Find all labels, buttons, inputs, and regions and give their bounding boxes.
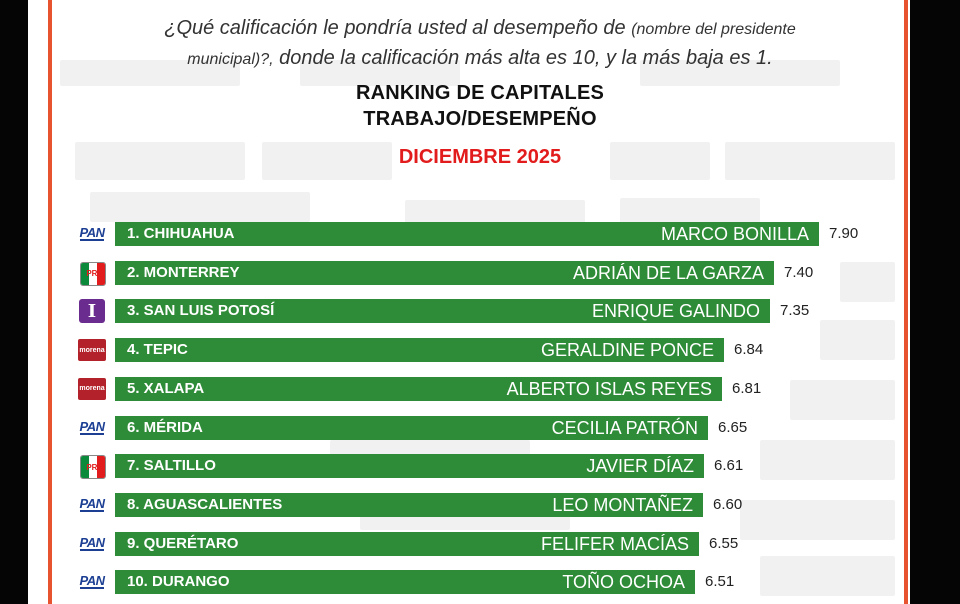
background-block — [90, 192, 310, 222]
mayor-name: FELIFER MACÍAS — [540, 533, 689, 554]
background-block — [760, 440, 895, 480]
survey-question: ¿Qué calificación le pondría usted al de… — [60, 14, 900, 74]
score-bar: 6. MÉRIDA CECILIA PATRÓN — [115, 415, 708, 440]
score-value: 6.81 — [732, 379, 762, 397]
background-block — [840, 262, 895, 302]
city-label: 6. MÉRIDA — [127, 418, 203, 436]
score-bar: 5. XALAPA ALBERTO ISLAS REYES — [115, 376, 722, 401]
mayor-name: ADRIÁN DE LA GARZA — [572, 262, 764, 283]
mayor-name: ALBERTO ISLAS REYES — [506, 378, 712, 399]
ranking-row: PRI 7. SALTILLO JAVIER DÍAZ 6.61 — [0, 453, 960, 480]
background-block — [725, 142, 895, 180]
ranking-row: PAN 9. QUERÉTARO FELIFER MACÍAS 6.55 — [0, 531, 960, 557]
background-block — [740, 500, 895, 540]
question-small1: (nombre del presidente — [631, 21, 796, 38]
city-label: 2. MONTERREY — [127, 263, 240, 281]
background-block — [640, 60, 840, 86]
background-block — [75, 142, 245, 180]
score-bar: 2. MONTERREY ADRIÁN DE LA GARZA — [115, 260, 774, 285]
score-value: 6.55 — [709, 534, 739, 552]
ranking-row: PRI 2. MONTERREY ADRIÁN DE LA GARZA 7.40 — [0, 260, 960, 286]
frame-border-left — [48, 0, 52, 604]
chart-title: RANKING DE CAPITALES — [355, 82, 605, 104]
city-label: 9. QUERÉTARO — [127, 534, 239, 552]
score-bar: 7. SALTILLO JAVIER DÍAZ — [115, 454, 704, 479]
background-block — [760, 556, 895, 596]
morena-logo-icon: morena — [78, 377, 106, 400]
chart-period: DICIEMBRE 2025 — [398, 146, 562, 168]
score-value: 6.60 — [713, 495, 743, 513]
mayor-name: GERALDINE PONCE — [540, 340, 714, 361]
mayor-name: CECILIA PATRÓN — [551, 417, 698, 438]
pan-logo-icon: PAN — [79, 495, 105, 512]
background-block — [790, 380, 895, 420]
chart-subtitle: TRABAJO/DESEMPEÑO — [363, 108, 597, 130]
score-value: 6.65 — [718, 418, 748, 436]
independent-logo-icon: I — [79, 299, 105, 324]
pri-logo-icon: PRI — [80, 261, 106, 286]
score-bar: 3. SAN LUIS POTOSÍ ENRIQUE GALINDO — [115, 299, 770, 324]
city-label: 4. TEPIC — [127, 341, 188, 359]
pri-logo-icon: PRI — [80, 455, 106, 480]
score-bar: 10. DURANGO TOÑO OCHOA — [115, 570, 695, 595]
pan-logo-icon: PAN — [79, 573, 105, 590]
score-value: 7.90 — [829, 225, 859, 242]
mayor-name: TOÑO OCHOA — [562, 572, 685, 593]
score-value: 6.61 — [714, 457, 744, 475]
morena-logo-icon: morena — [78, 339, 106, 362]
score-value: 6.51 — [705, 573, 735, 591]
score-value: 6.84 — [734, 341, 764, 359]
score-bar: 8. AGUASCALIENTES LEO MONTAÑEZ — [115, 492, 703, 517]
ranking-row: morena 4. TEPIC GERALDINE PONCE 6.84 — [0, 337, 960, 363]
background-block — [300, 60, 460, 86]
question-small2: municipal)?, — [187, 51, 274, 68]
background-block — [405, 200, 585, 226]
city-label: 3. SAN LUIS POTOSÍ — [127, 302, 275, 320]
mayor-name: LEO MONTAÑEZ — [552, 494, 693, 515]
ranking-row: I 3. SAN LUIS POTOSÍ ENRIQUE GALINDO 7.35 — [0, 298, 960, 324]
city-label: 10. DURANGO — [127, 573, 230, 591]
pan-logo-icon: PAN — [79, 225, 105, 241]
mayor-name: JAVIER DÍAZ — [586, 456, 694, 477]
ranking-row: morena 5. XALAPA ALBERTO ISLAS REYES 6.81 — [0, 376, 960, 402]
score-value: 7.40 — [784, 263, 814, 281]
ranking-row: PAN 1. CHIHUAHUA MARCO BONILLA 7.90 — [0, 221, 960, 247]
question-part1: ¿Qué calificación le pondría usted al de… — [164, 17, 626, 39]
ranking-row: PAN 8. AGUASCALIENTES LEO MONTAÑEZ 6.60 — [0, 492, 960, 518]
city-label: 8. AGUASCALIENTES — [127, 495, 283, 513]
background-block — [262, 142, 392, 180]
score-bar: 9. QUERÉTARO FELIFER MACÍAS — [115, 531, 699, 556]
background-block — [820, 320, 895, 360]
score-bar: 4. TEPIC GERALDINE PONCE — [115, 338, 724, 363]
question-part2: donde la calificación más alta es 10, y … — [279, 47, 773, 69]
pan-logo-icon: PAN — [79, 534, 105, 551]
score-value: 7.35 — [780, 302, 810, 320]
score-bar: 1. CHIHUAHUA MARCO BONILLA — [115, 222, 819, 246]
frame-border-right — [904, 0, 908, 604]
mayor-name: ENRIQUE GALINDO — [591, 301, 760, 322]
ranking-row: PAN 10. DURANGO TOÑO OCHOA 6.51 — [0, 569, 960, 595]
city-label: 7. SALTILLO — [127, 457, 216, 475]
mayor-name: MARCO BONILLA — [660, 224, 809, 244]
city-label: 1. CHIHUAHUA — [127, 225, 235, 242]
pan-logo-icon: PAN — [79, 418, 105, 435]
ranking-row: PAN 6. MÉRIDA CECILIA PATRÓN 6.65 — [0, 415, 960, 441]
city-label: 5. XALAPA — [127, 379, 205, 397]
background-block — [60, 60, 240, 86]
background-block — [610, 142, 710, 180]
